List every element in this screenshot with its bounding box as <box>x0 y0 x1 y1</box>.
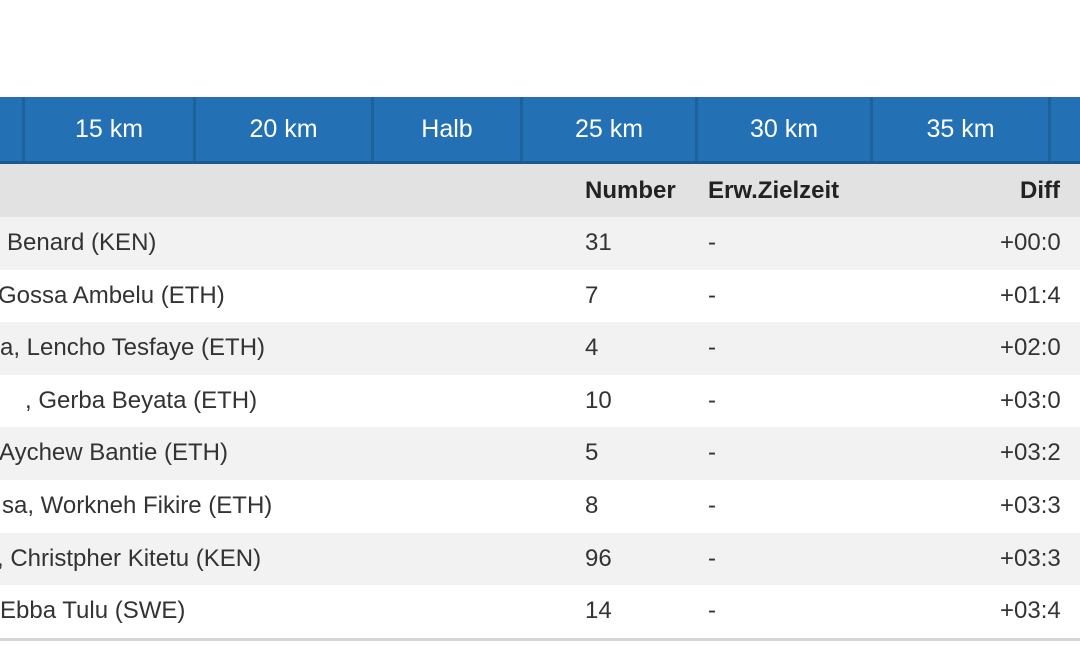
table-row: a, Lencho Tesfaye (ETH) 4 - +02:0 <box>0 322 1080 375</box>
runner-name: , Gerba Beyata (ETH) <box>25 386 258 414</box>
tab-30km[interactable]: 30 km <box>695 97 870 161</box>
header-diff: Diff <box>1020 177 1060 204</box>
bib-number: 14 <box>585 597 612 625</box>
runner-name: Ebba Tulu (SWE) <box>0 597 186 625</box>
table-row: Gossa Ambelu (ETH) 7 - +01:4 <box>0 269 1080 323</box>
bib-number: 8 <box>585 491 599 519</box>
top-spacer <box>0 0 1080 97</box>
bib-number: 10 <box>585 386 612 414</box>
table-bottom-border <box>0 637 1080 641</box>
tab-15km[interactable]: 15 km <box>22 97 193 161</box>
table-row: , Gerba Beyata (ETH) 10 - +03:0 <box>0 374 1080 428</box>
expected-finish: - <box>708 544 716 572</box>
table-row: Ebba Tulu (SWE) 14 - +03:4 <box>0 585 1080 638</box>
bib-number: 5 <box>585 439 599 467</box>
bib-number: 7 <box>585 281 599 309</box>
time-diff: +00:0 <box>1000 229 1061 256</box>
table-row: Benard (KEN) 31 - +00:0 <box>0 217 1080 270</box>
expected-finish: - <box>708 491 716 519</box>
header-expected-finish: Erw.Zielzeit <box>708 177 840 204</box>
bib-number: 4 <box>585 334 599 362</box>
tab-partial-left[interactable] <box>0 97 22 161</box>
expected-finish: - <box>708 281 716 309</box>
runner-name: Gossa Ambelu (ETH) <box>0 281 225 309</box>
results-table: Number Erw.Zielzeit Diff Benard (KEN) 31… <box>0 164 1080 641</box>
expected-finish: - <box>708 597 716 625</box>
tab-20km[interactable]: 20 km <box>193 97 371 161</box>
expected-finish: - <box>708 386 716 414</box>
time-diff: +02:0 <box>1000 334 1061 362</box>
tab-partial-right[interactable] <box>1048 97 1080 161</box>
time-diff: +03:4 <box>1000 597 1061 625</box>
bib-number: 31 <box>585 229 612 256</box>
table-row: , Christpher Kitetu (KEN) 96 - +03:3 <box>0 532 1080 586</box>
runner-name: , Christpher Kitetu (KEN) <box>0 544 262 572</box>
table-row: Aychew Bantie (ETH) 5 - +03:2 <box>0 427 1080 480</box>
time-diff: +03:3 <box>1000 491 1061 519</box>
split-distance-tab-bar: 15 km 20 km Halb 25 km 30 km 35 km <box>0 97 1080 164</box>
bib-number: 96 <box>585 544 612 572</box>
header-number: Number <box>585 177 676 204</box>
runner-name: sa, Workneh Fikire (ETH) <box>2 491 273 519</box>
runner-name: Aychew Bantie (ETH) <box>0 439 228 467</box>
table-header-row: Number Erw.Zielzeit Diff <box>0 164 1080 217</box>
time-diff: +03:0 <box>1000 386 1061 414</box>
tab-25km[interactable]: 25 km <box>520 97 695 161</box>
tab-halb[interactable]: Halb <box>371 97 520 161</box>
expected-finish: - <box>708 334 716 362</box>
table-row: sa, Workneh Fikire (ETH) 8 - +03:3 <box>0 479 1080 533</box>
runner-name: a, Lencho Tesfaye (ETH) <box>0 334 266 362</box>
time-diff: +03:3 <box>1000 544 1061 572</box>
time-diff: +03:2 <box>1000 439 1061 467</box>
tab-35km[interactable]: 35 km <box>870 97 1048 161</box>
expected-finish: - <box>708 439 716 467</box>
time-diff: +01:4 <box>1000 281 1061 309</box>
expected-finish: - <box>708 229 716 256</box>
runner-name: Benard (KEN) <box>7 229 157 256</box>
